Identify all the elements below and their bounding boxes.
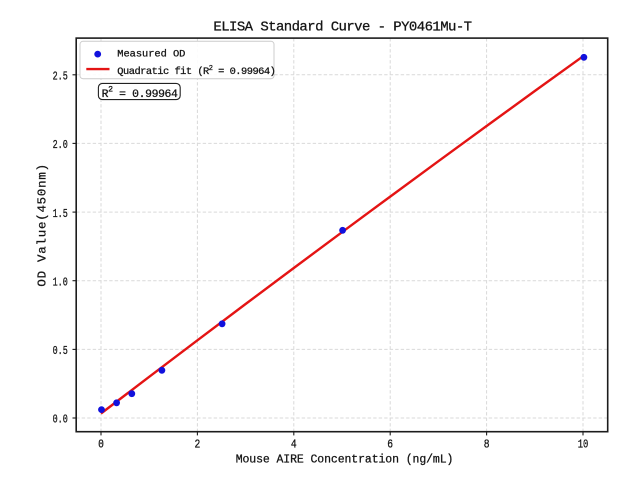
svg-text:R2 = 0.99964: R2 = 0.99964	[102, 86, 178, 101]
svg-text:1.0: 1.0	[53, 275, 68, 289]
svg-text:2: 2	[195, 438, 201, 452]
svg-text:2.0: 2.0	[53, 138, 68, 152]
svg-text:0.0: 0.0	[53, 413, 68, 427]
svg-text:6: 6	[387, 438, 393, 452]
svg-text:4: 4	[291, 438, 297, 452]
svg-text:1.5: 1.5	[53, 207, 68, 221]
svg-text:Mouse AIRE Concentration (ng/m: Mouse AIRE Concentration (ng/mL)	[236, 454, 454, 467]
svg-text:0: 0	[98, 438, 104, 452]
svg-text:8: 8	[484, 438, 490, 452]
svg-text:10: 10	[578, 438, 589, 452]
svg-text:Quadratic fit (R2 = 0.99964): Quadratic fit (R2 = 0.99964)	[117, 65, 275, 78]
svg-text:2.5: 2.5	[53, 70, 68, 84]
svg-text:Measured OD: Measured OD	[117, 48, 185, 60]
svg-text:OD Value(450nm): OD Value(450nm)	[35, 163, 49, 287]
svg-text:ELISA Standard Curve - PY0461M: ELISA Standard Curve - PY0461Mu-T	[213, 20, 471, 36]
svg-text:0.5: 0.5	[53, 344, 68, 358]
